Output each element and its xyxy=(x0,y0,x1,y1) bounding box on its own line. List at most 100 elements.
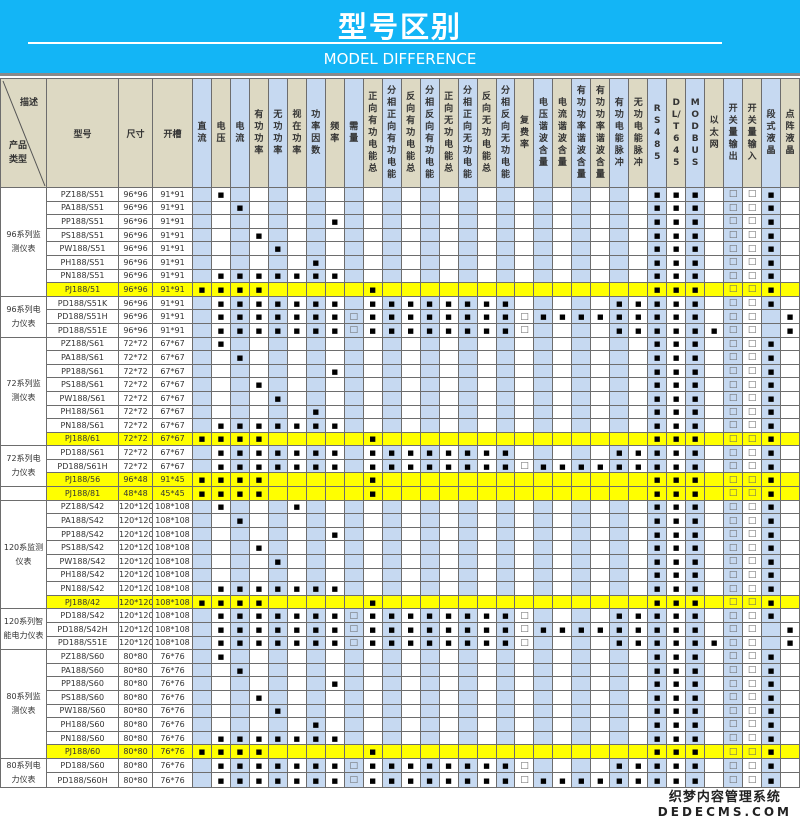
standard-feature-icon: ■ xyxy=(653,544,661,553)
feature-cell xyxy=(343,336,364,352)
feature-cell: ■ xyxy=(647,526,668,542)
feature-cell xyxy=(476,282,497,297)
standard-feature-icon: ■ xyxy=(767,394,775,403)
feature-cell xyxy=(704,282,725,297)
feature-cell: ■ xyxy=(400,622,421,637)
standard-feature-icon: ■ xyxy=(217,776,225,785)
feature-cell: ■ xyxy=(267,622,288,637)
feature-cell xyxy=(419,363,440,379)
cell-model: PA188/S60 xyxy=(46,662,119,678)
optional-feature-icon: □ xyxy=(520,760,529,771)
column-header-feature: 有功电能脉冲 xyxy=(609,78,630,188)
feature-cell: ■ xyxy=(210,499,231,515)
feature-cell xyxy=(324,350,345,365)
standard-feature-icon: ■ xyxy=(369,476,377,485)
feature-cell xyxy=(514,676,535,691)
feature-cell: ■ xyxy=(780,309,800,324)
standard-feature-icon: ■ xyxy=(255,476,263,485)
feature-cell: ■ xyxy=(533,772,554,788)
feature-cell: □ xyxy=(723,254,744,270)
feature-cell: ■ xyxy=(210,431,231,447)
feature-cell xyxy=(571,390,592,406)
feature-cell: ■ xyxy=(571,309,592,324)
feature-cell xyxy=(476,227,497,243)
feature-cell: □ xyxy=(723,594,744,610)
feature-cell: □ xyxy=(723,662,744,678)
standard-feature-icon: ■ xyxy=(331,367,339,376)
feature-cell xyxy=(457,594,478,610)
feature-cell xyxy=(609,744,630,759)
feature-cell xyxy=(704,649,725,664)
optional-feature-icon: □ xyxy=(728,230,738,241)
feature-cell xyxy=(514,187,535,202)
optional-feature-icon: □ xyxy=(747,393,757,404)
feature-cell: ■ xyxy=(761,390,782,406)
feature-cell xyxy=(780,486,800,501)
standard-feature-icon: ■ xyxy=(255,748,263,757)
cell-size: 120*120 xyxy=(118,540,153,556)
standard-feature-icon: ■ xyxy=(653,258,661,267)
cell-model: PD188/S60 xyxy=(46,757,119,774)
feature-cell xyxy=(571,200,592,216)
table-row: 120系监测仪表 PZ188/S42 120*120 108*108 ■ ■ ■ ■ ■ □ □ ■ xyxy=(0,499,800,610)
feature-cell xyxy=(286,227,307,243)
feature-cell xyxy=(381,703,402,719)
feature-cell: □ xyxy=(742,404,763,420)
feature-cell xyxy=(419,472,440,488)
feature-cell xyxy=(514,431,535,447)
feature-cell xyxy=(609,390,630,406)
feature-cell xyxy=(514,472,535,488)
feature-cell: ■ xyxy=(267,390,288,406)
feature-cell: ■ xyxy=(210,418,231,433)
feature-cell xyxy=(400,472,421,488)
feature-cell xyxy=(628,689,649,705)
column-header-feature: RS485 xyxy=(647,78,668,188)
feature-cell xyxy=(305,282,326,297)
feature-cell xyxy=(704,254,725,270)
feature-cell xyxy=(229,649,250,664)
standard-feature-icon: ■ xyxy=(634,625,642,634)
feature-cell xyxy=(704,268,725,284)
feature-cell: ■ xyxy=(761,418,782,433)
standard-feature-icon: ■ xyxy=(236,313,244,322)
feature-cell xyxy=(419,581,440,596)
feature-cell xyxy=(343,418,364,433)
feature-cell xyxy=(210,703,231,719)
feature-cell: □ xyxy=(742,499,763,515)
standard-feature-icon: ■ xyxy=(767,762,775,771)
feature-cell xyxy=(476,350,497,365)
cell-cutout: 76*76 xyxy=(152,757,193,774)
standard-feature-icon: ■ xyxy=(217,639,225,648)
feature-cell: ■ xyxy=(438,757,459,774)
feature-cell: ■ xyxy=(666,486,687,501)
feature-cell: ■ xyxy=(324,309,345,324)
feature-cell xyxy=(514,336,535,352)
title-banner: 型号区别 MODEL DIFFERENCE xyxy=(0,0,800,76)
cell-size: 96*96 xyxy=(118,200,153,216)
standard-feature-icon: ■ xyxy=(236,666,244,675)
feature-cell: ■ xyxy=(647,554,668,569)
feature-cell: ■ xyxy=(324,526,345,542)
feature-cell xyxy=(780,772,800,788)
feature-cell xyxy=(552,499,573,515)
feature-cell: ■ xyxy=(685,336,706,352)
feature-cell xyxy=(609,431,630,447)
feature-cell xyxy=(590,336,611,352)
feature-cell: ■ xyxy=(419,322,440,338)
feature-cell xyxy=(286,689,307,705)
feature-cell xyxy=(192,622,212,637)
cell-model: PH188/S42 xyxy=(46,567,119,583)
standard-feature-icon: ■ xyxy=(672,285,680,294)
feature-cell xyxy=(571,567,592,583)
standard-feature-icon: ■ xyxy=(312,639,320,648)
standard-feature-icon: ■ xyxy=(672,652,680,661)
feature-cell xyxy=(286,540,307,556)
feature-cell xyxy=(476,268,497,284)
optional-feature-icon: □ xyxy=(747,461,757,472)
feature-cell: ■ xyxy=(761,499,782,515)
feature-cell xyxy=(286,567,307,583)
feature-cell xyxy=(419,567,440,583)
feature-cell xyxy=(704,377,725,392)
standard-feature-icon: ■ xyxy=(407,639,414,648)
feature-cell: ■ xyxy=(666,268,687,284)
